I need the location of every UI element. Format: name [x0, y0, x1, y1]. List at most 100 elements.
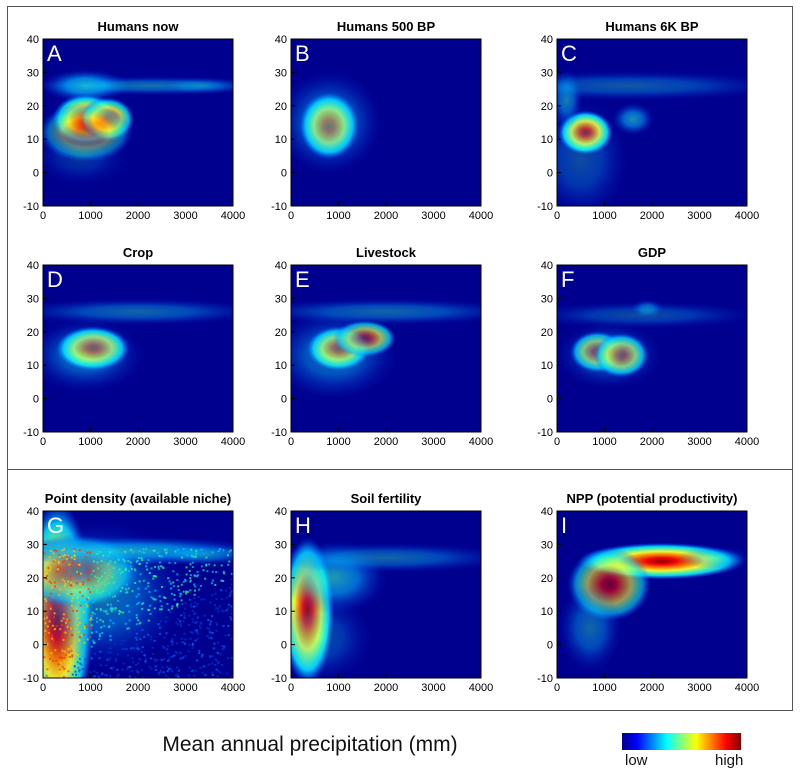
- density-speckle: [61, 635, 64, 638]
- density-speckle: [143, 552, 146, 555]
- density-speckle: [166, 666, 169, 669]
- y-tick-label: 20: [541, 101, 553, 113]
- density-speckle: [220, 645, 223, 648]
- density-speckle: [162, 658, 165, 661]
- density-speckle: [64, 615, 67, 618]
- density-speckle: [210, 615, 213, 618]
- density-speckle: [217, 641, 220, 644]
- y-tick-label: 20: [27, 101, 39, 113]
- density-speckle: [53, 559, 56, 562]
- top-panel-frame: [7, 6, 793, 470]
- density-speckle: [58, 556, 61, 559]
- density-speckle: [166, 602, 169, 605]
- density-speckle: [53, 612, 56, 615]
- x-tick-label: 3000: [687, 682, 711, 694]
- density-speckle: [184, 638, 187, 641]
- panel-letter: D: [47, 267, 63, 292]
- density-speckle: [53, 581, 56, 584]
- density-speckle: [71, 634, 74, 637]
- x-tick-label: 0: [40, 210, 46, 222]
- density-speckle: [165, 648, 168, 651]
- density-speckle: [182, 620, 185, 623]
- density-speckle: [135, 664, 138, 667]
- density-speckle: [176, 603, 179, 606]
- density-speckle: [167, 577, 170, 580]
- density-speckle: [124, 639, 127, 642]
- density-speckle: [61, 666, 64, 669]
- density-speckle: [77, 572, 80, 575]
- density-speckle: [171, 670, 174, 673]
- density-speckle: [191, 610, 194, 613]
- density-speckle: [217, 607, 220, 610]
- density-speckle: [152, 577, 155, 580]
- density-speckle: [48, 556, 51, 559]
- density-speckle: [158, 626, 161, 629]
- density-speckle: [200, 598, 203, 601]
- x-tick-label: 0: [40, 682, 46, 694]
- density-speckle: [99, 592, 102, 595]
- density-speckle: [61, 549, 64, 552]
- density-speckle: [189, 631, 192, 634]
- density-speckle: [194, 605, 197, 608]
- density-speckle: [83, 633, 86, 636]
- density-speckle: [96, 591, 99, 594]
- density-speckle: [143, 635, 146, 638]
- density-speckle: [64, 637, 67, 640]
- density-speckle: [137, 556, 140, 559]
- density-speckle: [220, 564, 223, 567]
- density-speckle: [138, 562, 141, 565]
- density-speckle: [183, 642, 186, 645]
- density-speckle: [97, 579, 100, 582]
- density-speckle: [141, 607, 144, 610]
- density-speckle: [132, 647, 135, 650]
- heatmap-field: [43, 298, 233, 392]
- density-speckle: [107, 582, 110, 585]
- density-speckle: [194, 553, 197, 556]
- density-speckle: [135, 632, 138, 635]
- density-speckle: [106, 603, 109, 606]
- density-speckle: [177, 618, 180, 621]
- x-tick-label: 2000: [374, 436, 398, 448]
- density-speckle: [161, 566, 164, 569]
- heatmap-density-blob: [157, 77, 233, 94]
- density-speckle: [57, 562, 60, 565]
- heatmap-density-blob: [152, 543, 233, 566]
- density-speckle: [110, 667, 113, 670]
- density-speckle: [70, 556, 73, 559]
- density-speckle: [195, 549, 198, 552]
- density-speckle: [118, 568, 121, 571]
- density-speckle: [159, 600, 162, 603]
- density-speckle: [82, 581, 85, 584]
- y-tick-label: 30: [27, 67, 39, 79]
- density-speckle: [66, 634, 69, 637]
- density-speckle: [76, 564, 79, 567]
- density-speckle: [140, 557, 143, 560]
- density-speckle: [215, 597, 218, 600]
- density-speckle: [69, 627, 72, 630]
- density-speckle: [160, 605, 163, 608]
- density-speckle: [58, 668, 61, 671]
- density-speckle: [122, 647, 125, 650]
- density-speckle: [93, 675, 96, 678]
- density-speckle: [188, 614, 191, 617]
- heatmap-density-blob: [43, 318, 144, 392]
- density-speckle: [92, 560, 95, 563]
- density-speckle: [59, 670, 62, 673]
- density-speckle: [47, 566, 50, 569]
- density-speckle: [180, 614, 183, 617]
- density-speckle: [188, 569, 191, 572]
- density-speckle: [138, 550, 141, 553]
- density-speckle: [75, 673, 78, 676]
- density-speckle: [109, 635, 112, 638]
- density-speckle: [144, 661, 147, 664]
- density-speckle: [176, 579, 179, 582]
- x-tick-label: 3000: [173, 210, 197, 222]
- density-speckle: [154, 665, 157, 668]
- density-speckle: [108, 593, 111, 596]
- density-speckle: [177, 588, 180, 591]
- density-speckle: [215, 622, 218, 625]
- x-tick-label: 1000: [78, 210, 102, 222]
- density-speckle: [114, 608, 117, 611]
- density-speckle: [46, 643, 49, 646]
